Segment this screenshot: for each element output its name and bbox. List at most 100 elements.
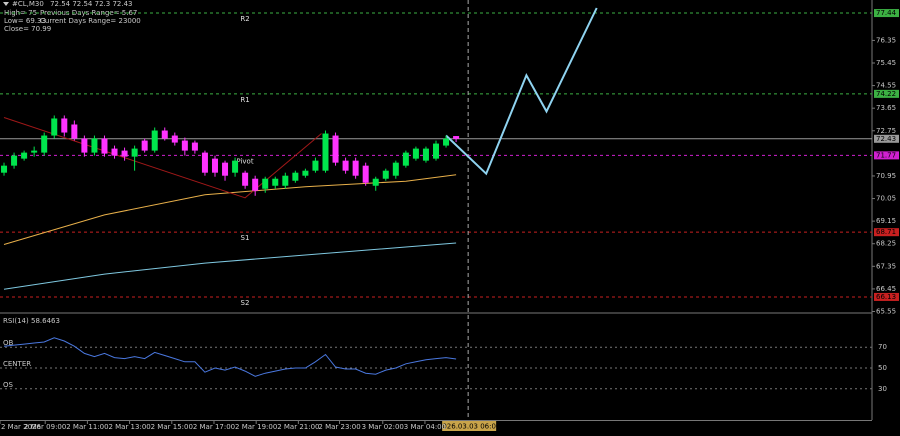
x-tick-label: 3 Mar 04:00: [404, 423, 446, 431]
price-box-label: 68.71: [876, 228, 896, 236]
ohlc-low: 72.3: [95, 0, 111, 8]
price-box: [874, 292, 899, 301]
candle-body: [272, 178, 279, 186]
candle-body: [443, 138, 450, 146]
price-box-label: 71.77: [876, 151, 896, 159]
candle-body: [332, 135, 339, 163]
level-name: OS: [3, 381, 14, 389]
candle-body: [21, 152, 28, 159]
candle-body: [382, 170, 389, 179]
x-tick-label: 2 Mar 15:00: [151, 423, 193, 431]
level-name: OB: [3, 339, 14, 347]
overlay-line: [3, 242, 457, 290]
rsi-line: [3, 337, 457, 377]
candle-body: [61, 118, 68, 133]
candle-body: [201, 152, 208, 173]
y-tick-label: 65.55: [876, 307, 896, 315]
price-box-label: 77.44: [876, 9, 897, 17]
cursor-label: 2026.03.03 06:00: [438, 423, 500, 431]
price-box: [874, 151, 899, 160]
y-tick-label: 67.35: [876, 262, 896, 270]
candle-body: [422, 148, 429, 161]
price-box-label: 74.22: [876, 90, 896, 98]
overlay-line: [445, 7, 598, 176]
x-tick-label: 3 Mar 02:00: [362, 423, 404, 431]
candle-body: [412, 148, 419, 159]
price-box: [874, 228, 899, 237]
candle-body: [402, 152, 409, 166]
rsi-header: RSI(14) 58.6463: [3, 317, 60, 325]
candle-body: [211, 158, 218, 173]
price-box-label: 72.43: [876, 135, 896, 143]
info-cur-range: Current Days Range= 23000: [40, 17, 141, 25]
candle-body: [31, 150, 38, 153]
candle-body: [222, 162, 229, 176]
price-box: [874, 9, 899, 18]
y-tick-label: 75.45: [876, 59, 896, 67]
info-close: Close= 70.99: [4, 25, 51, 33]
x-tick-label: 2 Mar 21:00: [277, 423, 319, 431]
x-tick-label: 2 Mar 17:00: [193, 423, 235, 431]
x-tick-label: 2 Mar 23:00: [318, 423, 360, 431]
y-tick-label: 73.65: [876, 104, 896, 112]
level-label: R2: [240, 15, 249, 23]
level-name: CENTER: [3, 360, 31, 368]
candle-body: [141, 140, 148, 151]
candle-body: [242, 172, 249, 186]
x-tick-label: 2 Mar 19:00: [235, 423, 277, 431]
rsi-title: RSI(14): [3, 317, 29, 325]
y-tick-label: 74.55: [876, 82, 896, 90]
y-tick-label: 66.45: [876, 285, 896, 293]
candle-body: [433, 143, 439, 159]
candle-body: [453, 136, 460, 139]
y-tick-label: 68.25: [876, 240, 896, 248]
ohlc-open: 72.54: [50, 0, 71, 8]
x-tick-label: 2 Mar 13:00: [108, 423, 150, 431]
candle-body: [91, 138, 98, 153]
candle-body: [362, 165, 369, 183]
candle-body: [252, 178, 259, 191]
candle-body: [302, 170, 309, 176]
level-label: S1: [241, 234, 250, 242]
candle-body: [71, 124, 78, 139]
rsi-value: 58.6463: [31, 317, 60, 325]
ohlc-close: 72.43: [112, 0, 132, 8]
level-label: R1: [240, 96, 249, 104]
x-tick-label: 2 Mar 11:00: [66, 423, 108, 431]
candle-body: [372, 178, 379, 186]
price-box: [874, 134, 899, 143]
candle-body: [111, 148, 118, 156]
candle-body: [191, 142, 198, 151]
level-label: Pivot: [236, 157, 253, 165]
y-tick-label: 70.05: [876, 195, 896, 203]
ohlc-high: 72.54: [72, 0, 93, 8]
candle-body: [181, 140, 188, 151]
candle-body: [1, 165, 8, 173]
symbol: #CL,M30: [12, 0, 44, 8]
candle-body: [11, 155, 18, 166]
candle-body: [352, 160, 359, 176]
candle-body: [81, 138, 88, 153]
info-prev-range: Previous Days Range= 5.67: [40, 9, 137, 17]
candle-body: [262, 178, 269, 189]
y-tick-label: 70.95: [876, 172, 896, 180]
candle-body: [101, 138, 108, 154]
candle-body: [131, 148, 138, 157]
candle-body: [161, 130, 168, 139]
candle-body: [322, 133, 329, 171]
candle-body: [292, 172, 299, 181]
y-tick-label: 76.35: [876, 36, 896, 44]
candle-body: [121, 150, 128, 157]
candle-body: [51, 118, 58, 136]
x-tick-label: 2 Mar 09:00: [24, 423, 66, 431]
candle-body: [392, 162, 399, 176]
level-label: S2: [241, 299, 250, 307]
candle-body: [41, 135, 48, 153]
candle-body: [151, 130, 158, 151]
x-tick-label: 2 Mar 2026: [1, 423, 41, 431]
candle-body: [282, 175, 289, 186]
price-box: [874, 89, 899, 98]
collapse-icon[interactable]: [3, 2, 9, 6]
y-tick-label: 70: [878, 343, 887, 351]
